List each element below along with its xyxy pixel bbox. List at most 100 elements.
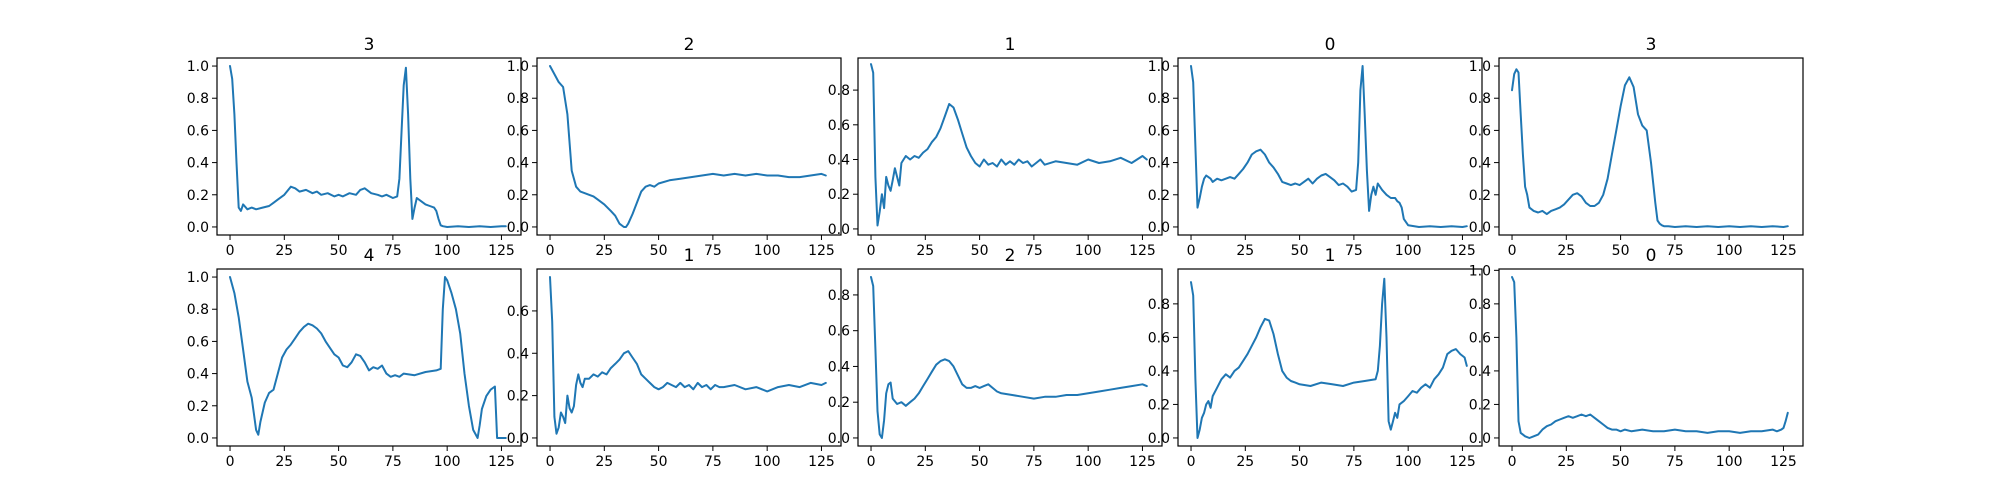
panel-6: 4 0 25 50 75 100 125 0.0 0.2 0.4 0.6 0.8 1.0 — [187, 246, 522, 470]
y-tick-label: 0.6 — [1148, 123, 1170, 139]
y-tick-label: 0.8 — [1469, 297, 1491, 313]
y-tick-label: 0.4 — [828, 153, 850, 169]
panel-title: 2 — [684, 35, 695, 55]
x-tick-label: 0 — [1508, 243, 1517, 259]
panel-10: 0 0 25 50 75 100 125 0.0 0.2 0.4 0.6 0.8 1.0 — [1469, 246, 1804, 470]
series-line — [1190, 277, 1468, 439]
y-tick-label: 0.6 — [1148, 330, 1170, 346]
y-tick-label: 0.6 — [187, 123, 209, 139]
x-tick-label: 0 — [546, 243, 555, 259]
x-tick-label: 100 — [434, 243, 461, 259]
x-tick-label: 50 — [971, 454, 989, 470]
x-tick-label: 75 — [1025, 454, 1043, 470]
x-tick-label: 125 — [1770, 454, 1797, 470]
series-line — [549, 65, 827, 228]
y-tick-label: 1.0 — [1469, 263, 1491, 279]
series-line — [870, 63, 1148, 227]
x-tick-label: 50 — [1612, 454, 1630, 470]
y-tick-label: 1.0 — [1148, 59, 1170, 75]
axes-frame — [216, 57, 522, 236]
y-tick-label: 0.2 — [828, 395, 850, 411]
x-tick-label: 25 — [1557, 243, 1575, 259]
y-tick-label: 0.2 — [1469, 397, 1491, 413]
x-tick-label: 50 — [650, 243, 668, 259]
panel-8: 2 0 25 50 75 100 125 0.0 0.2 0.4 0.6 0.8 — [828, 246, 1163, 470]
panel-7: 1 0 25 50 75 100 125 0.0 0.2 0.4 0.6 — [507, 246, 842, 470]
panel-title: 0 — [1646, 246, 1657, 266]
x-tick-label: 75 — [384, 454, 402, 470]
y-tick-label: 0.0 — [187, 220, 209, 236]
axes-frame — [216, 268, 522, 447]
x-tick-label: 75 — [1345, 243, 1363, 259]
x-tick-label: 50 — [1291, 454, 1309, 470]
x-tick-label: 100 — [1716, 243, 1743, 259]
y-tick-label: 0.4 — [507, 346, 529, 362]
x-tick-label: 75 — [1666, 243, 1684, 259]
x-tick-label: 100 — [754, 454, 781, 470]
panel-5: 3 0 25 50 75 100 125 0.0 0.2 0.4 0.6 0.8 1.0 — [1469, 35, 1804, 259]
axes-frame — [1498, 268, 1804, 447]
axes-frame — [1177, 268, 1483, 447]
y-tick-label: 0.4 — [1469, 156, 1491, 172]
x-tick-label: 25 — [916, 454, 934, 470]
y-tick-label: 1.0 — [507, 59, 529, 75]
y-tick-label: 0.4 — [507, 156, 529, 172]
x-tick-label: 50 — [650, 454, 668, 470]
x-tick-label: 25 — [275, 243, 293, 259]
panel-title: 3 — [1646, 35, 1657, 55]
y-tick-label: 0.6 — [507, 304, 529, 320]
panel-title: 1 — [684, 246, 695, 266]
y-tick-label: 0.8 — [828, 288, 850, 304]
x-tick-label: 100 — [434, 454, 461, 470]
y-tick-label: 0.8 — [507, 91, 529, 107]
axes-frame — [857, 57, 1163, 236]
y-tick-label: 0.0 — [828, 431, 850, 447]
x-tick-label: 100 — [1075, 243, 1102, 259]
panel-title: 0 — [1325, 35, 1336, 55]
x-tick-label: 0 — [867, 454, 876, 470]
y-tick-label: 0.2 — [1148, 188, 1170, 204]
panel-4: 0 0 25 50 75 100 125 0.0 0.2 0.4 0.6 0.8 1.0 — [1148, 35, 1483, 259]
y-tick-label: 0.6 — [187, 334, 209, 350]
y-tick-label: 0.2 — [1148, 397, 1170, 413]
y-tick-label: 0.0 — [828, 222, 850, 238]
x-tick-label: 125 — [488, 243, 515, 259]
x-tick-label: 125 — [1770, 243, 1797, 259]
x-tick-label: 100 — [1716, 454, 1743, 470]
panel-title: 2 — [1005, 246, 1016, 266]
y-tick-label: 0.4 — [828, 359, 850, 375]
series-line — [1511, 68, 1789, 228]
x-tick-label: 0 — [546, 454, 555, 470]
y-tick-label: 0.8 — [187, 302, 209, 318]
panel-title: 4 — [364, 246, 375, 266]
x-tick-label: 50 — [1612, 243, 1630, 259]
y-tick-label: 0.2 — [187, 188, 209, 204]
y-tick-label: 0.4 — [187, 367, 209, 383]
x-tick-label: 125 — [808, 243, 835, 259]
x-tick-label: 75 — [704, 243, 722, 259]
panel-2: 2 0 25 50 75 100 125 0.0 0.2 0.4 0.6 0.8 1.0 — [507, 35, 842, 259]
axes-frame — [536, 57, 842, 236]
y-tick-label: 1.0 — [1469, 59, 1491, 75]
x-tick-label: 25 — [595, 243, 613, 259]
x-tick-label: 25 — [1236, 454, 1254, 470]
panel-title: 3 — [364, 35, 375, 55]
series-line — [870, 276, 1148, 439]
axes-frame — [1498, 57, 1804, 236]
y-tick-label: 0.2 — [187, 399, 209, 415]
y-tick-label: 0.4 — [187, 156, 209, 172]
x-tick-label: 25 — [1236, 243, 1254, 259]
panel-title: 1 — [1325, 246, 1336, 266]
x-tick-label: 75 — [1666, 454, 1684, 470]
x-tick-label: 125 — [488, 454, 515, 470]
y-tick-label: 0.8 — [1148, 297, 1170, 313]
series-line — [549, 276, 827, 435]
x-tick-label: 100 — [754, 243, 781, 259]
y-tick-label: 0.8 — [187, 91, 209, 107]
y-tick-label: 0.0 — [187, 431, 209, 447]
y-tick-label: 0.0 — [1148, 431, 1170, 447]
x-tick-label: 0 — [1187, 454, 1196, 470]
series-line — [1190, 65, 1468, 228]
y-tick-label: 0.6 — [1469, 123, 1491, 139]
x-tick-label: 125 — [1449, 243, 1476, 259]
